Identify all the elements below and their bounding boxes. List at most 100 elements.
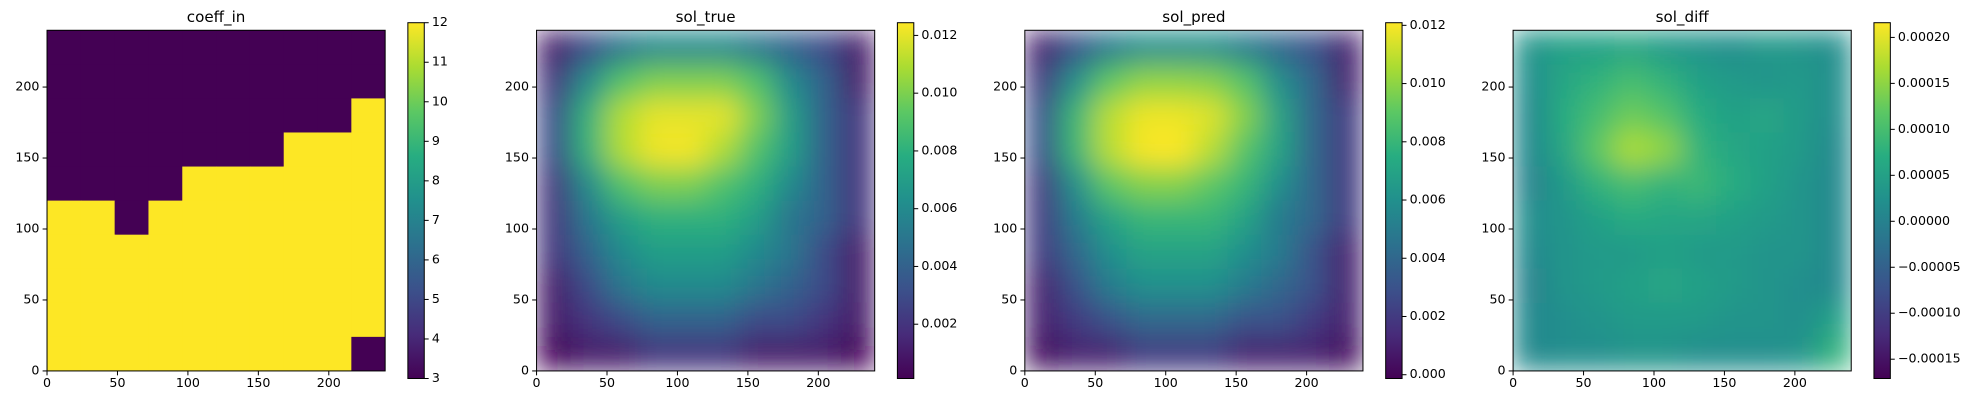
heat-cell — [1024, 302, 1060, 338]
heat-cell — [283, 336, 319, 371]
heat-cell — [249, 98, 285, 134]
heat-cell — [705, 98, 741, 134]
heatmap — [1024, 30, 1363, 371]
panel: sol_diff 0 50 100 150 200 0 50 100 150 200 −0.00015… — [1481, 8, 1960, 390]
heat-cell — [80, 132, 116, 168]
heat-cell — [1160, 132, 1195, 168]
heat-cell — [1546, 98, 1582, 134]
heat-cell — [1160, 268, 1195, 304]
panel: sol_true 0 50 100 150 200 0 50 100 150 200 0.002 0.0… — [505, 8, 958, 390]
heat-cell — [351, 30, 386, 65]
heat-cell — [1295, 234, 1330, 270]
heat-cell — [216, 30, 251, 65]
heat-cell — [739, 302, 774, 338]
heat-cell — [148, 30, 183, 65]
heat-cell — [1193, 268, 1229, 304]
heat-cell — [739, 200, 774, 236]
heat-cell — [1715, 132, 1751, 168]
heat-cell — [807, 234, 842, 270]
colorbar-tick-label: 0.010 — [921, 85, 957, 100]
heat-cell — [1614, 98, 1649, 134]
y-tick-label: 200 — [15, 79, 39, 94]
colorbar-tick-label: 0.00015 — [1898, 75, 1950, 90]
heat-cell — [536, 166, 571, 202]
heat-cell — [773, 200, 808, 236]
heat-cell — [536, 98, 571, 134]
heat-cell — [1193, 132, 1229, 168]
heat-cell — [840, 166, 875, 202]
heat-cell — [671, 166, 707, 202]
heat-cell — [1329, 302, 1363, 338]
heat-cell — [1648, 30, 1683, 65]
heat-cell — [1580, 234, 1616, 270]
heat-cell — [1817, 268, 1852, 304]
heat-cell — [182, 234, 217, 270]
heat-cell — [604, 200, 639, 236]
heat-cell — [1817, 234, 1852, 270]
heat-cell — [1261, 268, 1296, 304]
heat-cell — [536, 64, 571, 100]
heat-cell — [1126, 268, 1161, 304]
heat-cell — [1193, 234, 1229, 270]
heat-cell — [283, 268, 319, 304]
heat-cell — [283, 64, 319, 100]
heat-cell — [47, 268, 82, 304]
heat-cell — [705, 30, 741, 65]
heat-cell — [1546, 302, 1582, 338]
heat-cell — [148, 268, 183, 304]
heat-cell — [536, 268, 571, 304]
heat-cell — [80, 98, 116, 134]
heat-cell — [317, 30, 352, 65]
colorbar-tick-label: 0.012 — [1410, 17, 1446, 32]
heat-cell — [1546, 64, 1582, 100]
heat-cell — [283, 30, 319, 65]
heat-cell — [604, 302, 639, 338]
heat-cell — [114, 268, 150, 304]
heat-cell — [1513, 268, 1548, 304]
colorbar-tick-label: 0.00005 — [1898, 167, 1950, 182]
heat-cell — [637, 268, 673, 304]
heat-cell — [1513, 64, 1548, 100]
heat-cell — [1295, 132, 1330, 168]
heat-cell — [739, 64, 774, 100]
heat-cell — [671, 268, 707, 304]
heat-cell — [1227, 302, 1263, 338]
x-tick-label: 0 — [1509, 375, 1517, 390]
heat-cell — [114, 30, 150, 65]
heat-cell — [671, 132, 707, 168]
heat-cell — [1614, 132, 1649, 168]
heatmap — [47, 30, 386, 371]
heat-cell — [705, 336, 741, 371]
heat-cell — [1817, 336, 1852, 371]
x-tick-label: 50 — [1087, 375, 1103, 390]
heat-cell — [1024, 200, 1060, 236]
heat-cell — [1261, 336, 1296, 371]
heat-cell — [807, 336, 842, 371]
colorbar-tick-label: 0.000 — [1410, 366, 1446, 381]
heat-cell — [1749, 336, 1785, 371]
heat-cell — [1682, 132, 1717, 168]
x-tick-label: 150 — [1712, 375, 1736, 390]
heat-cell — [739, 336, 774, 371]
heat-cell — [1261, 30, 1296, 65]
heat-cell — [1160, 98, 1195, 134]
heat-cell — [637, 336, 673, 371]
heat-cell — [1193, 302, 1229, 338]
heat-cell — [1546, 166, 1582, 202]
heat-cell — [1261, 234, 1296, 270]
colorbar-tick-label: 0.004 — [1410, 250, 1446, 265]
heat-cell — [1329, 166, 1363, 202]
heat-cell — [1580, 30, 1616, 65]
heat-cell — [1160, 30, 1195, 65]
heat-cell — [249, 132, 285, 168]
heat-cell — [671, 64, 707, 100]
heat-cell — [1513, 132, 1548, 168]
heat-cell — [351, 336, 386, 371]
heat-cell — [1648, 132, 1683, 168]
heat-cell — [1024, 336, 1060, 371]
heat-cell — [1817, 166, 1852, 202]
heat-cell — [80, 336, 116, 371]
heat-cell — [80, 166, 116, 202]
heat-cell — [536, 200, 571, 236]
heat-cell — [148, 98, 183, 134]
